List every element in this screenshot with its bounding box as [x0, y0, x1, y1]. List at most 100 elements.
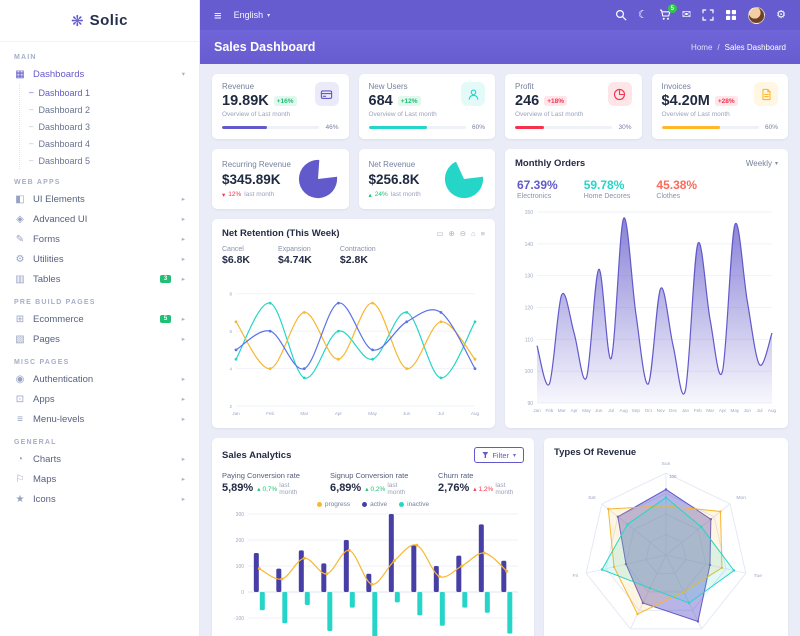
menu-levels-icon: ≡ [17, 413, 23, 425]
sidebar-item-charts[interactable]: ◔ Charts ▸ [14, 449, 185, 469]
kpi-subtitle: Overview of Last month [222, 111, 291, 118]
delta-suffix: last month [390, 191, 421, 198]
authentication-icon: ◉ [15, 373, 25, 385]
funnel-icon [482, 452, 489, 458]
kpi-progress-fill [222, 126, 267, 129]
fullscreen-icon[interactable] [702, 9, 714, 21]
svg-text:Aug: Aug [620, 408, 629, 413]
sidebar-item-label: Menu-levels [33, 413, 85, 425]
dashboards-icon: ▦ [15, 68, 25, 80]
range-label: Weekly [745, 159, 772, 168]
sidebar-item-authentication[interactable]: ◉ Authentication ▸ [14, 369, 185, 389]
topbar-icons: ☾ 5 ✉ ⚙ [615, 4, 786, 24]
chevron-right-icon: ▸ [181, 456, 185, 463]
users-icon [461, 82, 485, 106]
utilities-icon: ⚙ [15, 253, 25, 265]
sidebar-item-icons[interactable]: ★ Icons ▸ [14, 489, 185, 509]
page-title: Sales Dashboard [214, 40, 316, 54]
menu-icon[interactable]: ≡ [480, 229, 485, 238]
kpi-change-badge: +16% [273, 96, 297, 106]
menu-toggle-icon[interactable]: ≡ [214, 7, 222, 23]
ecommerce-icon: ⊞ [15, 313, 25, 325]
kpi-subtitle: Overview of Last month [661, 111, 730, 118]
chevron-right-icon: ▸ [181, 216, 185, 223]
delta-value: 1,2% [478, 485, 494, 493]
card-title: Types Of Revenue [554, 447, 637, 458]
sidebar-item-label: Charts [33, 453, 61, 465]
filter-button[interactable]: Filter ▾ [474, 447, 525, 463]
svg-text:Jun: Jun [744, 408, 752, 413]
sidebar-item-maps[interactable]: ⚐ Maps ▸ [14, 469, 185, 489]
mail-icon[interactable]: ✉ [681, 8, 692, 21]
sidebar-subitem-dashboard-4[interactable]: Dashboard 4 [29, 135, 185, 152]
svg-text:2: 2 [229, 404, 232, 409]
settings-gear-icon[interactable]: ⚙ [776, 8, 786, 21]
sidebar-item-advanced-ui[interactable]: ◈ Advanced UI ▸ [14, 209, 185, 229]
svg-text:8: 8 [229, 292, 232, 297]
kpi-subtitle: Overview of Last month [368, 111, 437, 118]
svg-text:200: 200 [236, 538, 245, 544]
sidebar-item-utilities[interactable]: ⚙ Utilities ▸ [14, 249, 185, 269]
avatar[interactable] [748, 6, 766, 24]
svg-text:Aug: Aug [768, 408, 777, 413]
stat-label: Clothes [656, 193, 681, 200]
net-retention-line-chart: 2 4 6 8 Jan Feb Mar Apr May Jun Jul Aug [229, 292, 479, 416]
sidebar-section-heading: GENERAL [14, 439, 57, 446]
zoom-in-icon[interactable]: ⊕ [448, 229, 455, 238]
sidebar-item-ecommerce[interactable]: ⊞ Ecommerce 5 ▸ [14, 309, 185, 329]
stat-value: 2,76% [438, 482, 470, 494]
svg-text:Apr: Apr [571, 408, 579, 413]
pie-chart-icon [607, 82, 632, 106]
kpi-title: New Users [368, 82, 408, 91]
sidebar-item-label: Utilities [33, 253, 64, 265]
chevron-right-icon: ▸ [181, 376, 185, 383]
language-selector[interactable]: English ▾ [234, 10, 271, 20]
delta-suffix: last month [279, 482, 298, 496]
sidebar-subitem-dashboard-3[interactable]: Dashboard 3 [29, 118, 185, 135]
svg-text:140: 140 [525, 242, 534, 248]
chevron-down-icon: ▾ [774, 161, 778, 167]
kpi-progress-track [661, 126, 759, 129]
cart-button[interactable]: 5 [659, 4, 677, 21]
sidebar-item-label: Apps [33, 393, 55, 405]
svg-text:Apr: Apr [719, 408, 727, 413]
sidebar-subitem-dashboard-5[interactable]: Dashboard 5 [29, 152, 185, 169]
search-icon[interactable] [615, 9, 627, 21]
apps-grid-icon[interactable] [725, 9, 737, 21]
svg-text:Fri: Fri [573, 573, 579, 579]
sidebar-subitem-dashboard-1[interactable]: Dashboard 1 [29, 84, 185, 101]
sidebar-item-ui-elements[interactable]: ◧ UI Elements ▸ [14, 189, 185, 209]
sidebar-item-forms[interactable]: ✎ Forms ▸ [14, 229, 185, 249]
content: Revenue 19.89K +16% Overview of Last mon… [200, 64, 800, 636]
invoice-file-icon [754, 82, 778, 106]
chevron-right-icon: ▸ [181, 336, 185, 343]
sidebar-item-apps[interactable]: ⊡ Apps ▸ [14, 389, 185, 409]
selection-icon[interactable]: ▭ [436, 229, 444, 238]
chevron-right-icon: ▸ [181, 256, 185, 263]
svg-text:Mar: Mar [706, 408, 714, 413]
kpi-progress-fill [515, 126, 545, 129]
breadcrumb-home[interactable]: Home [691, 42, 713, 52]
dark-mode-moon-icon[interactable]: ☾ [638, 8, 648, 21]
sidebar-item-label: Icons [33, 493, 56, 505]
stat-label: Home Decores [583, 193, 631, 200]
rev-delta: ▾ 12% last month [222, 191, 291, 199]
zoom-out-icon[interactable]: ⊖ [459, 229, 467, 238]
svg-text:300: 300 [236, 512, 245, 518]
stat-value: 6,89% [330, 482, 362, 494]
svg-text:Mar: Mar [558, 408, 566, 413]
sidebar-item-menu-levels[interactable]: ≡ Menu-levels ▸ [14, 409, 185, 429]
kpi-progress-percent: 60% [471, 124, 485, 131]
sidebar-subitem-dashboard-2[interactable]: Dashboard 2 [29, 101, 185, 118]
range-select[interactable]: Weekly ▾ [746, 159, 778, 168]
svg-text:-100: -100 [234, 616, 244, 622]
kpi-progress-percent: 60% [764, 124, 778, 131]
trend-arrow-icon: ▴ [473, 486, 477, 493]
sidebar-item-tables[interactable]: ▥ Tables 3 ▸ [14, 269, 185, 289]
ui-elements-icon: ◧ [15, 193, 25, 205]
logo[interactable]: ❋ Solic [0, 0, 199, 42]
sidebar-item-dashboards[interactable]: ▦ Dashboards ▾ [14, 64, 185, 84]
sidebar-item-pages[interactable]: ▧ Pages ▸ [14, 329, 185, 349]
home-icon[interactable]: ⌂ [471, 229, 476, 238]
sidebar-item-label: Advanced UI [33, 213, 88, 225]
